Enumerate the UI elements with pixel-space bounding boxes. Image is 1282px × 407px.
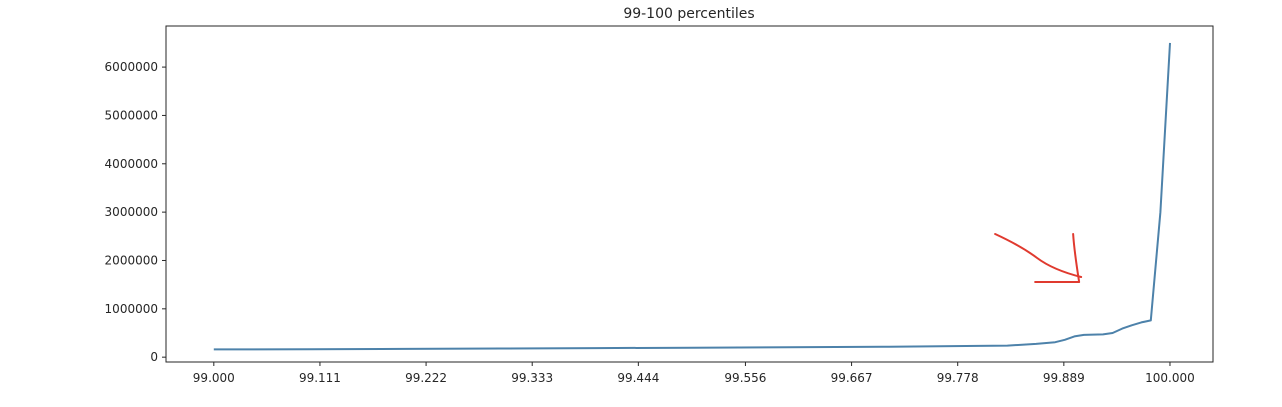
annotation-arrow-shaft xyxy=(994,233,1083,278)
x-tick-label: 99.667 xyxy=(831,371,873,385)
series-line-0 xyxy=(213,42,1171,351)
annotation-layer xyxy=(994,233,1083,283)
y-tick-label: 6000000 xyxy=(105,60,158,74)
y-tick-label: 5000000 xyxy=(105,108,158,122)
x-tick-label: 99.111 xyxy=(299,371,341,385)
y-tick-label: 1000000 xyxy=(105,302,158,316)
x-tick-label: 99.333 xyxy=(511,371,553,385)
x-tick-label: 99.778 xyxy=(937,371,979,385)
series-layer xyxy=(213,42,1171,351)
x-axis: 99.000 99.111 99.222 99.333 99.444 99.556 99.6… xyxy=(193,362,1195,385)
y-tick-label: 4000000 xyxy=(105,157,158,171)
y-tick-label: 2000000 xyxy=(105,253,158,267)
x-tick-label: 99.444 xyxy=(617,371,659,385)
x-tick-label: 99.889 xyxy=(1043,371,1085,385)
chart-title: 99-100 percentiles xyxy=(623,6,754,22)
y-axis: 0 1000000 2000000 3000000 4000000 5000000 6000… xyxy=(105,60,166,364)
x-tick-label: 99.556 xyxy=(724,371,766,385)
x-tick-label: 99.000 xyxy=(193,371,235,385)
annotation-arrow-head xyxy=(1034,233,1081,283)
y-tick-label: 3000000 xyxy=(105,205,158,219)
y-tick-label: 0 xyxy=(150,350,158,364)
x-tick-label: 100.000 xyxy=(1145,371,1195,385)
plot-area-frame xyxy=(165,25,1214,363)
x-tick-label: 99.222 xyxy=(405,371,447,385)
